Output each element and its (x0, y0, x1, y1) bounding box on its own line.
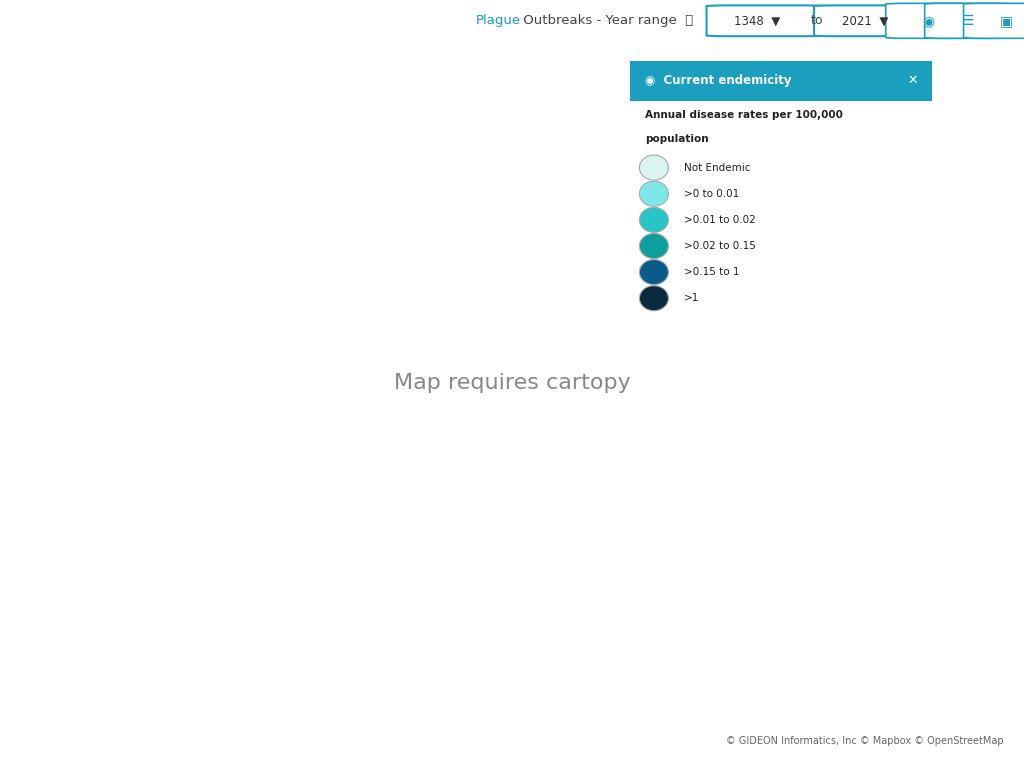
Text: ◉: ◉ (923, 14, 935, 28)
Text: >1: >1 (684, 293, 699, 304)
Circle shape (639, 233, 669, 259)
Text: Annual disease rates per 100,000: Annual disease rates per 100,000 (645, 110, 843, 120)
Text: legend: legend (948, 47, 989, 58)
FancyBboxPatch shape (886, 3, 972, 39)
Text: ▣: ▣ (1000, 14, 1013, 28)
FancyBboxPatch shape (925, 3, 1011, 39)
Text: 1348  ▼: 1348 ▼ (734, 14, 780, 27)
Text: to: to (811, 14, 823, 27)
Text: ✕: ✕ (907, 74, 918, 87)
Text: 2021  ▼: 2021 ▼ (842, 14, 888, 27)
FancyBboxPatch shape (814, 5, 932, 36)
FancyBboxPatch shape (630, 61, 932, 101)
Circle shape (639, 285, 669, 311)
FancyBboxPatch shape (707, 5, 824, 36)
Circle shape (639, 155, 669, 180)
Text: >0.15 to 1: >0.15 to 1 (684, 267, 739, 277)
Text: ◉  Current endemicity: ◉ Current endemicity (645, 74, 792, 87)
Text: Not Endemic: Not Endemic (684, 163, 751, 173)
Text: >0.01 to 0.02: >0.01 to 0.02 (684, 215, 756, 225)
Text: Plague: Plague (476, 14, 521, 27)
Circle shape (639, 181, 669, 207)
Text: population: population (645, 133, 709, 144)
Circle shape (639, 260, 669, 285)
Circle shape (639, 207, 669, 232)
FancyBboxPatch shape (964, 3, 1024, 39)
Text: © GIDEON Informatics, Inc © Mapbox © OpenStreetMap: © GIDEON Informatics, Inc © Mapbox © Ope… (726, 736, 1004, 746)
Text: >0 to 0.01: >0 to 0.01 (684, 188, 739, 199)
Text: >0.02 to 0.15: >0.02 to 0.15 (684, 241, 756, 251)
Text: Map requires cartopy: Map requires cartopy (393, 373, 631, 394)
Text: ☰: ☰ (962, 14, 974, 28)
Text: Outbreaks - Year range  ⓘ: Outbreaks - Year range ⓘ (519, 14, 693, 27)
